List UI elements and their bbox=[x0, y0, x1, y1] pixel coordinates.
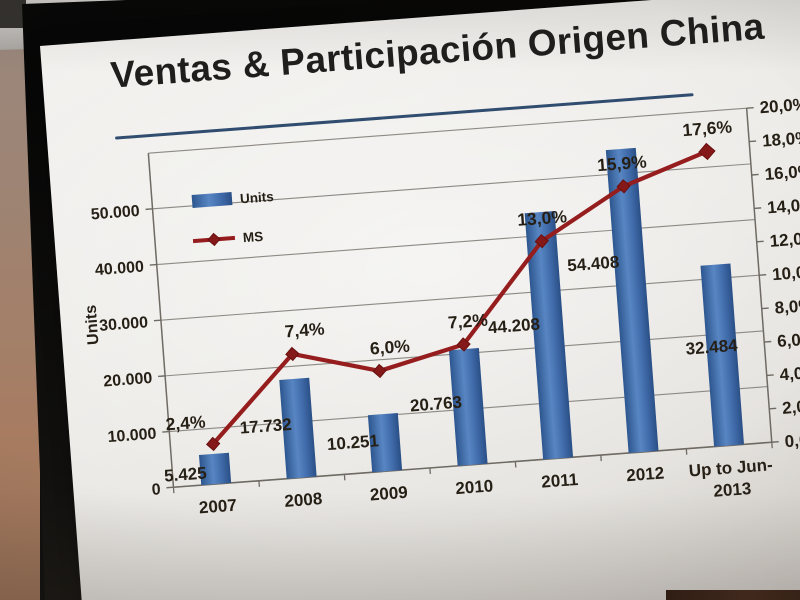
ms-marker bbox=[372, 363, 387, 379]
bar bbox=[367, 412, 403, 473]
left-axis-title: Units bbox=[83, 304, 103, 345]
ms-marker bbox=[616, 179, 631, 194]
bar-value-label: 5.425 bbox=[163, 463, 207, 485]
category-label: 2012 bbox=[626, 463, 665, 485]
ms-value-label: 7,4% bbox=[284, 319, 326, 342]
ms-value-label: 7,2% bbox=[447, 310, 489, 333]
legend-ms-marker bbox=[207, 232, 221, 247]
bar bbox=[279, 377, 317, 479]
left-tick bbox=[149, 263, 157, 266]
right-tick-label: 10,0% bbox=[771, 262, 800, 285]
slide: Ventas & Participación Origen China 0 10.… bbox=[40, 0, 800, 600]
right-tick-label: 18,0% bbox=[761, 128, 800, 151]
bar-value-label: 10.251 bbox=[326, 431, 379, 454]
bar-value-label: 20.763 bbox=[409, 393, 462, 416]
gridline bbox=[152, 163, 751, 210]
left-tick-label: 10.000 bbox=[107, 426, 157, 447]
category-label: 2011 bbox=[541, 470, 579, 492]
bar bbox=[700, 263, 744, 447]
right-tick bbox=[751, 173, 759, 176]
right-tick bbox=[754, 207, 762, 210]
bar bbox=[198, 452, 232, 486]
ms-marker bbox=[285, 346, 300, 362]
left-tick bbox=[166, 486, 174, 489]
gridline bbox=[148, 107, 747, 154]
legend-ms-label: MS bbox=[242, 229, 263, 245]
left-tick-label: 50.000 bbox=[90, 203, 140, 224]
chart: 0 10.000 20.000 30.000 40.000 50.000 0,0% 2,0% 4… bbox=[83, 95, 800, 518]
legend-units-label: Units bbox=[239, 189, 274, 206]
left-tick bbox=[153, 319, 161, 322]
right-tick bbox=[769, 407, 777, 410]
right-tick bbox=[771, 441, 779, 443]
category-label: 2007 bbox=[198, 496, 237, 518]
ms-value-label: 13,0% bbox=[517, 206, 568, 230]
left-tick bbox=[158, 375, 166, 378]
right-tick bbox=[749, 140, 757, 143]
right-tick-label: 20,0% bbox=[759, 95, 800, 118]
category-label: 2009 bbox=[369, 483, 408, 505]
right-tick bbox=[764, 340, 772, 343]
left-tick bbox=[162, 430, 170, 433]
ms-value-label: 17,6% bbox=[682, 117, 733, 141]
ms-value-label: 6,0% bbox=[369, 336, 411, 359]
left-tick-label: 40.000 bbox=[94, 259, 144, 280]
bar bbox=[448, 348, 488, 466]
right-tick bbox=[761, 307, 769, 310]
category-label: 2008 bbox=[284, 489, 323, 511]
left-tick bbox=[145, 208, 153, 211]
left-tick-label: 20.000 bbox=[103, 370, 153, 391]
bar-value-label: 44.208 bbox=[487, 315, 540, 338]
right-tick bbox=[759, 273, 767, 276]
bar-value-label: 17.732 bbox=[239, 415, 292, 438]
bar-value-label: 32.484 bbox=[685, 336, 739, 359]
category-label: 2010 bbox=[455, 476, 494, 498]
bar-value-label: 54.408 bbox=[567, 252, 620, 275]
left-tick-label: 0 bbox=[151, 481, 161, 499]
right-tick-label: 6,0% bbox=[777, 329, 800, 351]
right-tick-label: 4,0% bbox=[779, 363, 800, 385]
ms-marker bbox=[698, 142, 716, 161]
right-tick bbox=[766, 374, 774, 377]
ms-value-label: 2,4% bbox=[165, 411, 207, 434]
category-label: Up to Jun-2013 bbox=[688, 455, 775, 502]
right-tick bbox=[756, 240, 764, 243]
left-tick-label: 30.000 bbox=[99, 314, 149, 335]
gridline bbox=[160, 274, 760, 321]
right-tick bbox=[746, 106, 754, 109]
gridline bbox=[156, 218, 756, 266]
right-tick-label: 12,0% bbox=[769, 228, 800, 251]
right-tick-label: 16,0% bbox=[764, 161, 800, 184]
legend-units-swatch bbox=[191, 192, 233, 209]
bar bbox=[605, 147, 659, 454]
corner-shadow bbox=[0, 0, 26, 28]
right-tick-label: 2,0% bbox=[782, 396, 800, 418]
ms-marker bbox=[534, 233, 549, 249]
right-tick-label: 8,0% bbox=[774, 296, 800, 318]
right-tick-label: 0,0% bbox=[784, 429, 800, 451]
right-tick-label: 14,0% bbox=[766, 195, 800, 218]
ms-marker bbox=[456, 337, 471, 352]
bar bbox=[524, 211, 574, 460]
ms-value-label: 15,9% bbox=[596, 152, 647, 176]
watermark-strip bbox=[666, 590, 800, 600]
ms-marker bbox=[205, 436, 221, 452]
